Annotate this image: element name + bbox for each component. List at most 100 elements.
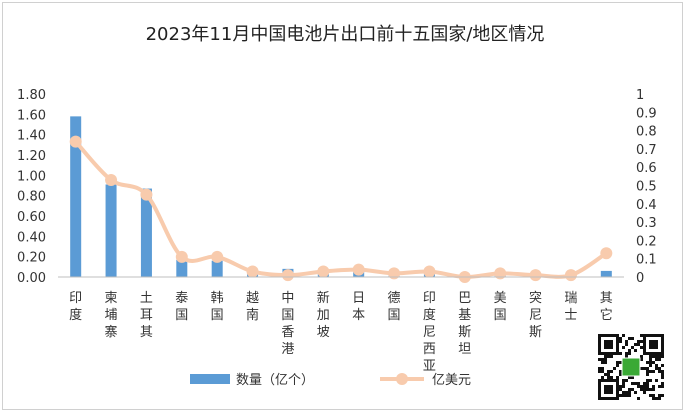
qr-finder-inner (604, 340, 613, 349)
qr-module (661, 385, 664, 388)
qr-module (631, 337, 634, 340)
line-point (317, 265, 330, 278)
qr-module (652, 361, 655, 364)
chart-title: 2023年11月中国电池片出口前十五国家/地区情况 (146, 24, 545, 45)
y-right-tick-label: 0.4 (636, 198, 657, 213)
qr-module (619, 385, 622, 388)
bar (105, 184, 117, 277)
qr-module (649, 358, 652, 361)
qr-module (628, 352, 631, 355)
qr-module (628, 337, 631, 340)
qr-module (643, 388, 646, 391)
qr-module (637, 343, 640, 346)
qr-module (643, 385, 646, 388)
qr-module (661, 370, 664, 373)
qr-module (622, 382, 625, 385)
qr-module (658, 358, 661, 361)
qr-module (661, 373, 664, 376)
qr-module (628, 376, 631, 379)
qr-module (628, 388, 631, 391)
qr-module (610, 376, 613, 379)
qr-module (658, 394, 661, 397)
qr-module (658, 370, 661, 373)
qr-module (601, 370, 604, 373)
y-right-tick-label: 1 (636, 88, 644, 103)
qr-finder-inner (604, 385, 613, 394)
qr-module (619, 388, 622, 391)
qr-module (619, 394, 622, 397)
y-left-tick-label: 1.80 (17, 88, 46, 103)
qr-module (649, 388, 652, 391)
qr-module (616, 364, 619, 367)
y-left-tick-label: 1.00 (17, 169, 46, 184)
qr-module (604, 355, 607, 358)
qr-module (661, 376, 664, 379)
qr-module (655, 355, 658, 358)
qr-module (646, 385, 649, 388)
bar (211, 260, 223, 277)
qr-module (640, 334, 643, 337)
qr-module (640, 358, 643, 361)
bar (140, 188, 152, 277)
x-category-label: 土耳其 (140, 291, 153, 340)
qr-module (622, 346, 625, 349)
y-right-tick-label: 0.7 (636, 143, 657, 158)
line-point (423, 265, 436, 278)
qr-module (625, 394, 628, 397)
qr-module (610, 355, 613, 358)
line-point (494, 267, 507, 280)
qr-module (619, 373, 622, 376)
qr-module (619, 340, 622, 343)
qr-module (631, 376, 634, 379)
y-left-tick-label: 0.20 (17, 251, 46, 266)
line-point (105, 174, 118, 187)
y-right-tick-label: 0.6 (636, 161, 657, 176)
qr-module (655, 358, 658, 361)
qr-module (601, 376, 604, 379)
y-right-tick-label: 0.5 (636, 180, 657, 195)
qr-module (646, 373, 649, 376)
x-category-label: 泰国 (175, 291, 188, 323)
y-right-tick-label: 0 (636, 271, 644, 286)
qr-module (613, 367, 616, 370)
line-point (281, 269, 294, 282)
qr-module (649, 355, 652, 358)
bar (600, 270, 612, 277)
line-point (211, 250, 224, 263)
qr-module (625, 352, 628, 355)
qr-module (601, 358, 604, 361)
qr-module (640, 346, 643, 349)
qr-module (643, 382, 646, 385)
qr-module (619, 370, 622, 373)
qr-module (646, 382, 649, 385)
y-right-tick-label: 0.8 (636, 125, 657, 140)
qr-module (661, 364, 664, 367)
qr-module (631, 382, 634, 385)
qr-module (640, 367, 643, 370)
qr-module (640, 340, 643, 343)
qr-module (661, 382, 664, 385)
qr-module (619, 361, 622, 364)
qr-module (640, 388, 643, 391)
qr-module (640, 385, 643, 388)
qr-module (607, 376, 610, 379)
line-point (140, 188, 153, 201)
qr-module (619, 337, 622, 340)
y-left-tick-label: 1.20 (17, 149, 46, 164)
qr-module (634, 391, 637, 394)
qr-module (658, 367, 661, 370)
line-point (600, 247, 613, 260)
qr-module (637, 340, 640, 343)
qr-module (646, 370, 649, 373)
line-point (69, 135, 82, 148)
line-path (74, 140, 608, 280)
y-axis-right: 0 0.1 0.2 0.3 0.4 0.5 0.6 0.7 0.8 0.9 1 (636, 88, 657, 286)
x-category-label: 柬埔寨 (105, 291, 118, 340)
qr-module (655, 397, 658, 400)
qr-module (616, 376, 619, 379)
qr-module (598, 367, 601, 370)
qr-module (658, 385, 661, 388)
line-point (246, 265, 259, 278)
x-category-label: 瑞士 (564, 291, 577, 323)
